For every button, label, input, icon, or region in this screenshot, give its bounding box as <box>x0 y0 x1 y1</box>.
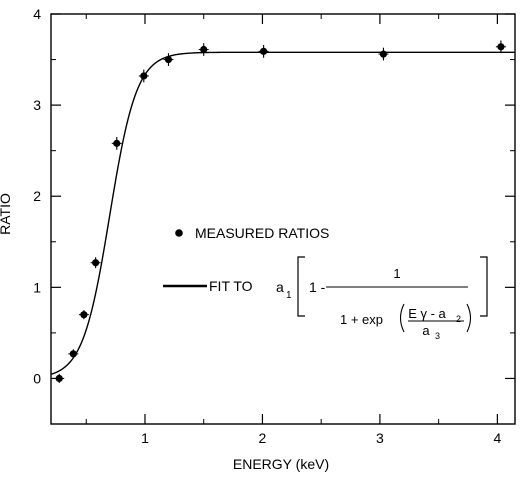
y-tick-label: 3 <box>33 97 41 113</box>
data-point <box>164 55 173 64</box>
fit-formula: a 1 1 - 1 1 + exp E γ - a 2 a 3 <box>276 256 488 341</box>
data-point <box>69 350 77 358</box>
svg-text:1: 1 <box>286 290 292 301</box>
data-point <box>200 45 208 54</box>
svg-text:a: a <box>422 323 430 338</box>
svg-text:3: 3 <box>435 331 440 341</box>
data-point <box>140 72 148 80</box>
svg-text:1: 1 <box>393 266 400 281</box>
data-point <box>497 43 505 51</box>
y-tick-label: 2 <box>33 188 41 204</box>
y-tick-label: 4 <box>33 6 41 22</box>
y-axis-label: RATIO <box>0 193 13 235</box>
svg-text:1 + exp: 1 + exp <box>340 312 383 327</box>
legend: MEASURED RATIOS FIT TO a 1 1 - 1 1 + exp… <box>163 225 488 341</box>
data-point <box>113 139 121 147</box>
x-axis-label: ENERGY (keV) <box>233 456 329 472</box>
x-tick-label: 3 <box>376 430 384 446</box>
svg-text:2: 2 <box>456 314 461 324</box>
y-tick-label: 0 <box>33 370 41 386</box>
data-point <box>80 311 88 319</box>
svg-text:a: a <box>276 279 284 295</box>
svg-text:E γ - a: E γ - a <box>408 306 446 321</box>
svg-text:1 -: 1 - <box>309 279 326 295</box>
data-point <box>55 374 63 383</box>
x-tick-label: 2 <box>259 430 267 446</box>
legend-label-fit: FIT TO <box>209 278 253 294</box>
y-tick-label: 1 <box>33 279 41 295</box>
plot-frame <box>50 13 516 425</box>
legend-marker-measured <box>175 229 183 237</box>
legend-label-measured: MEASURED RATIOS <box>195 225 329 241</box>
x-tick-label: 4 <box>493 430 501 446</box>
fit-curve <box>50 51 515 375</box>
x-tick-label: 1 <box>141 430 149 446</box>
data-point <box>260 47 268 55</box>
data-point <box>379 50 388 58</box>
data-point <box>92 259 100 267</box>
